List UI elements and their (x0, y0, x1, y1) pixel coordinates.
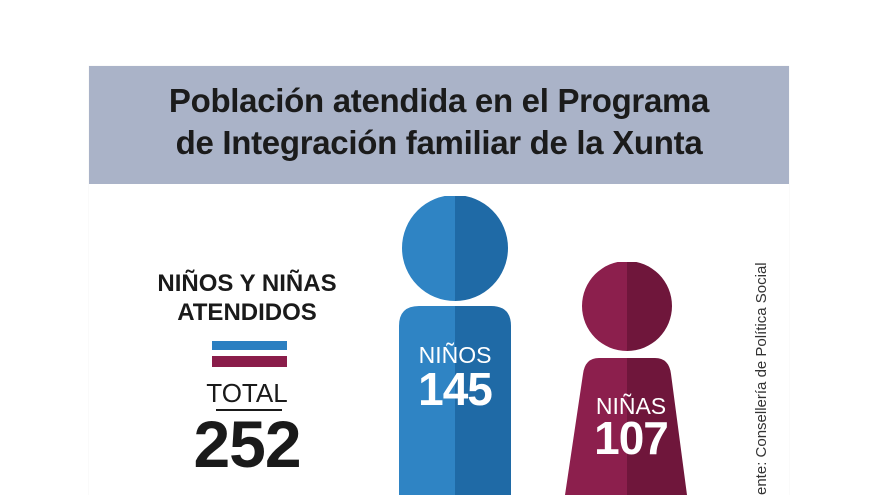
boys-label: NIÑOS (418, 342, 492, 368)
source-note: ente: Consellería de Política Social (749, 186, 779, 495)
title-line-2: de Integración familiar de la Xunta (175, 124, 703, 161)
boy-figure-icon (397, 196, 513, 495)
title-line-1: Población atendida en el Programa (168, 82, 710, 119)
total-value: 252 (193, 407, 301, 481)
total-label: TOTAL (206, 378, 288, 408)
flag-icon (212, 341, 287, 367)
boys-value: 145 (418, 363, 493, 415)
flag-stripe-blue (212, 341, 287, 350)
flag-stripe-white (212, 350, 287, 356)
total-divider (216, 409, 282, 411)
girl-figure-icon (561, 262, 689, 495)
girls-label: NIÑAS (595, 393, 667, 419)
title-banner: Población atendida en el Programa de Int… (89, 66, 789, 184)
girls-value: 107 (594, 412, 669, 464)
summary-label-line-1: NIÑOS Y NIÑAS (157, 270, 337, 297)
source-text: ente: Consellería de Política Social (753, 262, 770, 495)
infographic-card: Población atendida en el Programa de Int… (89, 66, 789, 495)
summary-label-line-2: ATENDIDOS (177, 299, 317, 326)
flag-stripe-maroon (212, 356, 287, 367)
